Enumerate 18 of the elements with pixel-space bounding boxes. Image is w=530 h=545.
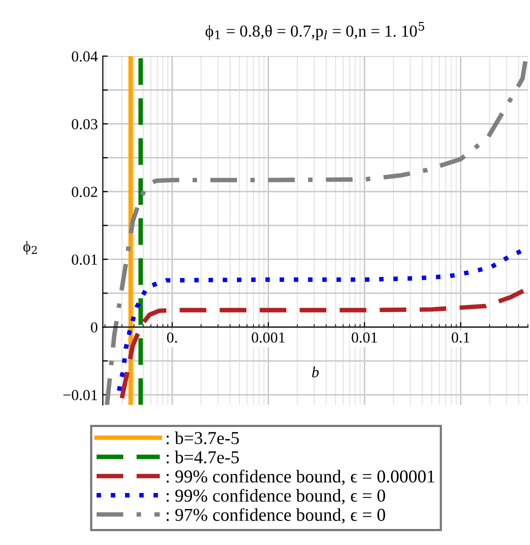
y-tick-label: 0.01 [72, 254, 98, 265]
y-tick-label: −0.01 [63, 390, 98, 400]
y-axis-title: ϕ$_{2}$ [23, 240, 37, 255]
x-tick-label: 0. [167, 332, 177, 343]
y-tick-label: 0 [90, 322, 98, 332]
x-tick-label: 0.001 [252, 332, 285, 343]
x-tick-label: 0.1 [452, 332, 470, 343]
legend-label: : b=4.7e-5 [166, 450, 239, 464]
legend-label: : 99% confidence bound, ϵ = 0.00001 [166, 470, 434, 486]
x-tick-label: 0.01 [352, 332, 377, 343]
legend-label: : b=3.7e-5 [166, 431, 239, 444]
chart-title: ϕ$_{1}$ = 0.8,θ = 0.7,p$_{l}$ = 0,n = 1. 10$^{5}$ [206, 22, 424, 40]
y-tick-label: 0.02 [72, 186, 98, 198]
x-axis-title: b [312, 366, 319, 378]
y-tick-label: 0.03 [72, 119, 98, 130]
legend-label: : 97% confidence bound, ϵ = 0 [166, 508, 386, 524]
legend-label: : 99% confidence bound, ϵ = 0 [166, 488, 386, 504]
y-tick-label: 0.04 [72, 51, 98, 62]
